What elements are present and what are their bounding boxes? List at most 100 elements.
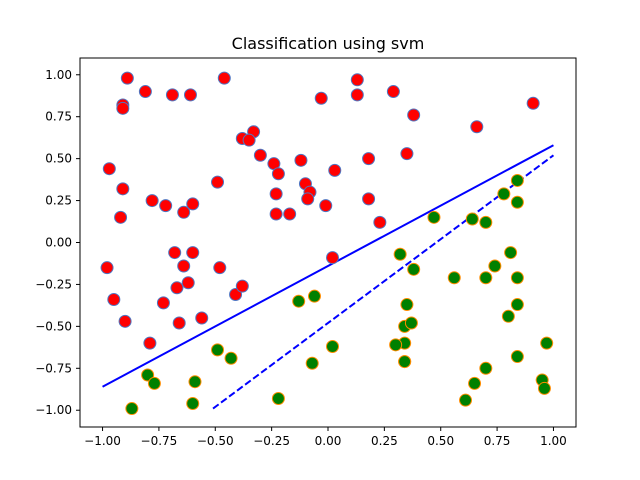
red-class-point — [195, 311, 209, 325]
red-class-point — [400, 147, 414, 161]
red-class-point — [172, 316, 186, 330]
red-class-point — [373, 215, 387, 229]
green-class-point — [447, 271, 461, 285]
red-class-point — [177, 205, 191, 219]
y-tick-label: 0.50 — [45, 152, 72, 166]
red-class-point — [470, 120, 484, 134]
green-class-point — [211, 343, 225, 357]
green-class-point — [497, 187, 511, 201]
x-tick-label: 0.75 — [484, 434, 511, 448]
red-class-point — [100, 261, 114, 275]
green-class-point — [510, 271, 524, 285]
red-class-point — [229, 287, 243, 301]
green-class-point — [504, 246, 518, 260]
green-class-point — [307, 289, 321, 303]
green-class-point — [501, 309, 515, 323]
red-class-point — [319, 199, 333, 213]
chart-title: Classification using svm — [232, 34, 425, 53]
green-class-point — [404, 316, 418, 330]
green-class-point — [186, 397, 200, 411]
plot-background — [80, 58, 576, 427]
red-class-point — [138, 85, 152, 99]
red-class-point — [314, 91, 328, 105]
green-class-point — [479, 215, 493, 229]
green-class-point — [141, 368, 155, 382]
red-class-point — [350, 88, 364, 102]
red-class-point — [116, 101, 130, 115]
green-class-point — [393, 247, 407, 261]
red-class-point — [407, 108, 421, 122]
dashed-boundary-line — [212, 154, 555, 410]
red-class-point — [107, 293, 121, 307]
red-class-point — [217, 71, 231, 85]
y-tick-label: 1.00 — [45, 68, 72, 82]
green-class-point — [326, 339, 340, 353]
red-class-point — [186, 197, 200, 211]
green-class-point — [125, 402, 139, 416]
red-class-point — [116, 182, 130, 196]
red-class-point — [362, 152, 376, 166]
green-class-point — [479, 361, 493, 375]
red-class-point — [242, 133, 256, 147]
red-class-point — [118, 314, 132, 328]
y-tick-label: 0.25 — [45, 194, 72, 208]
green-class-point — [510, 350, 524, 364]
x-tick-label: −0.75 — [141, 434, 178, 448]
red-class-point — [114, 210, 128, 224]
green-class-point — [479, 271, 493, 285]
red-class-point — [253, 148, 267, 162]
green-class-point — [400, 298, 414, 312]
data-points — [100, 71, 554, 416]
decision-lines — [102, 144, 555, 410]
red-class-point — [186, 246, 200, 260]
red-class-point — [386, 85, 400, 99]
red-class-point — [168, 246, 182, 260]
red-class-point — [301, 192, 315, 206]
red-class-point — [165, 88, 179, 102]
green-class-point — [459, 393, 473, 407]
green-class-point — [147, 376, 161, 390]
x-tick-label: 0.00 — [315, 434, 342, 448]
red-class-point — [181, 276, 195, 290]
red-class-point — [271, 167, 285, 181]
green-class-point — [407, 262, 421, 276]
y-tick-label: −0.50 — [35, 319, 72, 333]
red-class-point — [156, 296, 170, 310]
green-class-point — [488, 259, 502, 273]
y-tick-label: −0.75 — [35, 361, 72, 375]
red-class-point — [213, 261, 227, 275]
solid-boundary-line — [102, 144, 554, 388]
red-class-point — [294, 153, 308, 167]
plot-area — [79, 57, 577, 428]
red-class-point — [283, 207, 297, 221]
x-tick-label: 0.25 — [371, 434, 398, 448]
green-class-point — [427, 210, 441, 224]
red-class-point — [269, 187, 283, 201]
red-class-point — [120, 71, 134, 85]
red-class-point — [177, 259, 191, 273]
y-tick-label: −1.00 — [35, 403, 72, 417]
x-tick-label: −0.50 — [197, 434, 234, 448]
y-axis: 1.00 0.75 0.50 0.25 0.00 −0.25 −0.50 −0.75 −1.00 — [35, 68, 80, 417]
green-class-point — [305, 356, 319, 370]
red-class-point — [145, 194, 159, 208]
x-tick-label: 0.50 — [427, 434, 454, 448]
red-class-point — [235, 279, 249, 293]
y-tick-label: 0.75 — [45, 110, 72, 124]
green-class-point — [398, 355, 412, 369]
red-class-point — [526, 96, 540, 110]
green-class-point — [224, 351, 238, 365]
green-class-point — [271, 391, 285, 405]
red-class-point — [326, 251, 340, 265]
red-class-point — [211, 175, 225, 189]
x-tick-label: 1.00 — [540, 434, 567, 448]
green-class-point — [510, 173, 524, 187]
red-class-point — [350, 73, 364, 87]
red-class-point — [183, 88, 197, 102]
green-class-point — [468, 376, 482, 390]
green-class-point — [389, 338, 403, 352]
green-class-point — [540, 336, 554, 350]
red-class-point — [269, 207, 283, 221]
y-tick-label: −0.25 — [35, 277, 72, 291]
red-class-point — [362, 192, 376, 206]
